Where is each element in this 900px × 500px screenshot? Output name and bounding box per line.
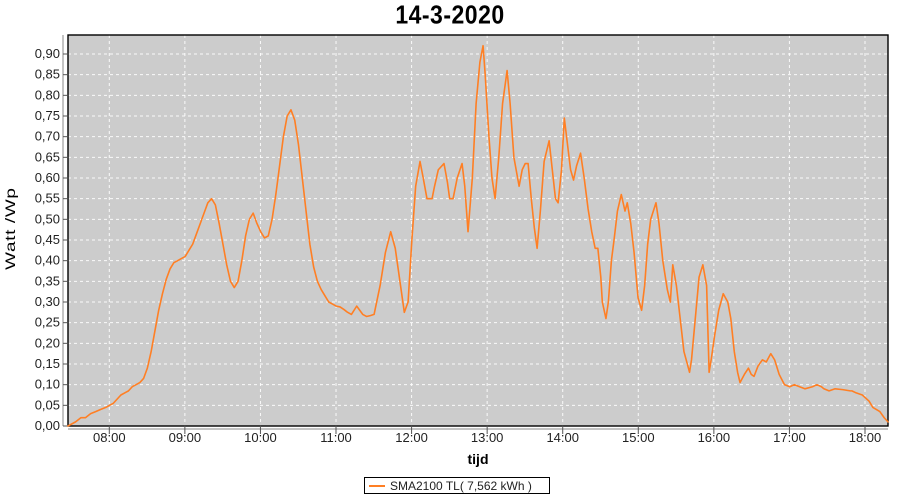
svg-text:0,20: 0,20 bbox=[35, 335, 60, 350]
svg-text:0,60: 0,60 bbox=[35, 170, 60, 185]
svg-text:0,65: 0,65 bbox=[35, 149, 60, 164]
svg-text:14:00: 14:00 bbox=[546, 430, 579, 445]
svg-text:08:00: 08:00 bbox=[93, 430, 126, 445]
svg-text:18:00: 18:00 bbox=[849, 430, 882, 445]
svg-text:0,30: 0,30 bbox=[35, 294, 60, 309]
svg-text:12:00: 12:00 bbox=[395, 430, 428, 445]
svg-text:0,70: 0,70 bbox=[35, 129, 60, 144]
svg-text:0,75: 0,75 bbox=[35, 108, 60, 123]
svg-text:0,50: 0,50 bbox=[35, 211, 60, 226]
svg-text:11:00: 11:00 bbox=[320, 430, 352, 445]
svg-text:0,35: 0,35 bbox=[35, 273, 60, 288]
svg-text:15:00: 15:00 bbox=[622, 430, 655, 445]
svg-text:10:00: 10:00 bbox=[244, 430, 277, 445]
svg-text:0,15: 0,15 bbox=[35, 356, 60, 371]
svg-text:0,45: 0,45 bbox=[35, 232, 60, 247]
svg-text:0,85: 0,85 bbox=[35, 67, 60, 82]
svg-text:13:00: 13:00 bbox=[471, 430, 504, 445]
svg-text:16:00: 16:00 bbox=[698, 430, 731, 445]
svg-text:0,90: 0,90 bbox=[35, 46, 60, 61]
svg-text:09:00: 09:00 bbox=[169, 430, 202, 445]
svg-text:0,00: 0,00 bbox=[35, 418, 60, 433]
svg-text:0,80: 0,80 bbox=[35, 87, 60, 102]
svg-text:0,05: 0,05 bbox=[35, 397, 60, 412]
svg-text:0,10: 0,10 bbox=[35, 377, 60, 392]
svg-text:0,25: 0,25 bbox=[35, 315, 60, 330]
svg-text:0,40: 0,40 bbox=[35, 253, 60, 268]
svg-text:17:00: 17:00 bbox=[773, 430, 806, 445]
svg-text:0,55: 0,55 bbox=[35, 191, 60, 206]
